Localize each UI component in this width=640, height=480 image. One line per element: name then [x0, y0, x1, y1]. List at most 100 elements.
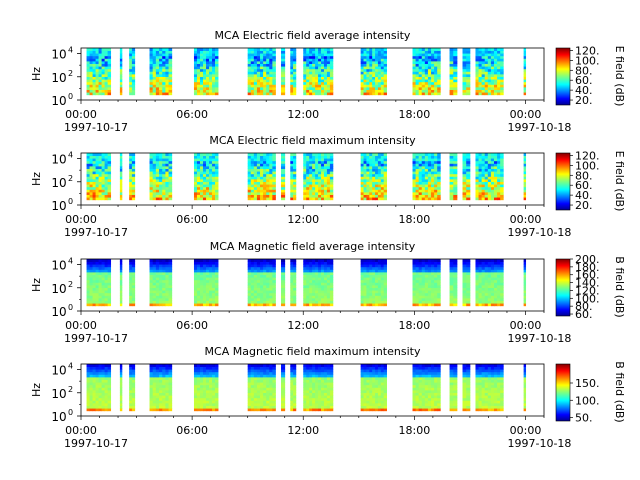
spectrogram-cell — [478, 266, 483, 270]
spectrogram-cell — [104, 397, 109, 401]
spectrogram-cell — [490, 259, 495, 262]
spectrogram-cell — [266, 73, 270, 77]
spectrogram-cell — [159, 387, 163, 391]
spectrogram-cell — [424, 163, 429, 167]
spectrogram-cell — [86, 274, 90, 278]
spectrogram-cell — [490, 79, 495, 83]
spectrogram-cell — [209, 408, 213, 412]
spectrogram-cell — [206, 66, 210, 70]
spectrogram-cell — [165, 163, 169, 167]
spectrogram-cell — [421, 269, 426, 273]
spectrogram-cell — [101, 382, 106, 386]
spectrogram-cell — [98, 402, 103, 406]
spectrogram-cell — [493, 297, 498, 301]
spectrogram-cell — [462, 277, 467, 281]
spectrogram-cell — [162, 191, 166, 195]
spectrogram-cell — [212, 66, 216, 70]
spectrogram-cell — [478, 295, 483, 299]
spectrogram-cell — [312, 66, 316, 70]
spectrogram-cell — [266, 290, 270, 294]
spectrogram-cell — [206, 261, 210, 265]
spectrogram-cell — [159, 277, 163, 281]
spectrogram-cell — [431, 186, 435, 190]
spectrogram-cell — [293, 261, 297, 265]
spectrogram-cell — [155, 168, 160, 172]
spectrogram-cell — [523, 303, 527, 307]
spectrogram-cell — [162, 402, 166, 406]
spectrogram-cell — [149, 395, 154, 399]
spectrogram-cell — [490, 191, 495, 195]
spectrogram-cell — [481, 261, 486, 265]
spectrogram-cell — [107, 389, 112, 393]
spectrogram-cell — [92, 68, 96, 72]
spectrogram-cell — [260, 181, 264, 185]
spectrogram-cell — [363, 86, 367, 90]
spectrogram-cell — [493, 63, 498, 67]
spectrogram-cell — [247, 92, 252, 96]
spectrogram-cell — [152, 60, 157, 64]
spectrogram-cell — [165, 264, 169, 268]
spectrogram-cell — [326, 300, 331, 304]
spectrogram-cell — [323, 81, 328, 85]
spectrogram-cell — [383, 173, 387, 177]
spectrogram-cell — [165, 374, 169, 378]
spectrogram-cell — [309, 55, 313, 59]
spectrogram-cell — [523, 186, 527, 190]
spectrogram-cell — [104, 277, 109, 281]
spectrogram-cell — [263, 279, 267, 283]
spectrogram-cell — [323, 189, 328, 193]
spectrogram-cell — [159, 379, 163, 383]
spectrogram-cell — [86, 371, 90, 375]
spectrogram-cell — [326, 274, 331, 278]
spectrogram-cell — [315, 63, 319, 67]
spectrogram-cell — [360, 53, 364, 57]
spectrogram-cell — [424, 50, 429, 54]
spectrogram-cell — [366, 86, 370, 90]
spectrogram-cell — [487, 66, 492, 70]
spectrogram-cell — [89, 374, 93, 378]
spectrogram-cell — [162, 259, 166, 262]
spectrogram-cell — [212, 264, 216, 268]
spectrogram-cell — [247, 60, 252, 64]
spectrogram-cell — [266, 284, 270, 288]
spectrogram-cell — [462, 274, 467, 278]
spectrogram-cell — [247, 277, 252, 281]
spectrogram-cell — [431, 60, 435, 64]
spectrogram-cell — [209, 55, 213, 59]
spectrogram-cell — [193, 279, 198, 283]
spectrogram-cell — [372, 277, 376, 281]
spectrogram-cell — [162, 60, 166, 64]
spectrogram-cell — [487, 73, 492, 77]
spectrogram-cell — [309, 292, 313, 296]
spectrogram-cell — [323, 48, 328, 51]
spectrogram-cell — [250, 271, 255, 275]
spectrogram-cell — [369, 269, 373, 273]
spectrogram-cell — [92, 379, 96, 383]
spectrogram-cell — [98, 184, 103, 188]
spectrogram-cell — [131, 178, 136, 182]
spectrogram-cell — [500, 181, 504, 185]
spectrogram-cell — [500, 274, 504, 278]
spectrogram-cell — [500, 300, 504, 304]
spectrogram-cell — [493, 160, 498, 164]
spectrogram-cell — [101, 173, 106, 177]
spectrogram-cell — [412, 297, 416, 301]
spectrogram-cell — [369, 194, 373, 198]
spectrogram-cell — [383, 84, 387, 88]
spectrogram-cell — [256, 189, 261, 193]
spectrogram-cell — [383, 292, 387, 296]
spectrogram-cell — [266, 84, 270, 88]
spectrogram-cell — [212, 48, 216, 51]
spectrogram-cell — [119, 155, 123, 159]
spectrogram-cell — [523, 153, 527, 156]
spectrogram-cell — [493, 173, 498, 177]
spectrogram-cell — [323, 79, 328, 83]
spectrogram-cell — [490, 76, 495, 80]
spectrogram-cell — [412, 290, 416, 294]
spectrogram-cell — [377, 189, 382, 193]
spectrogram-cell — [500, 282, 504, 286]
y-tick-label: 10 — [51, 94, 66, 108]
spectrogram-cell — [119, 53, 123, 57]
spectrogram-cell — [366, 168, 370, 172]
spectrogram-cell — [481, 189, 486, 193]
